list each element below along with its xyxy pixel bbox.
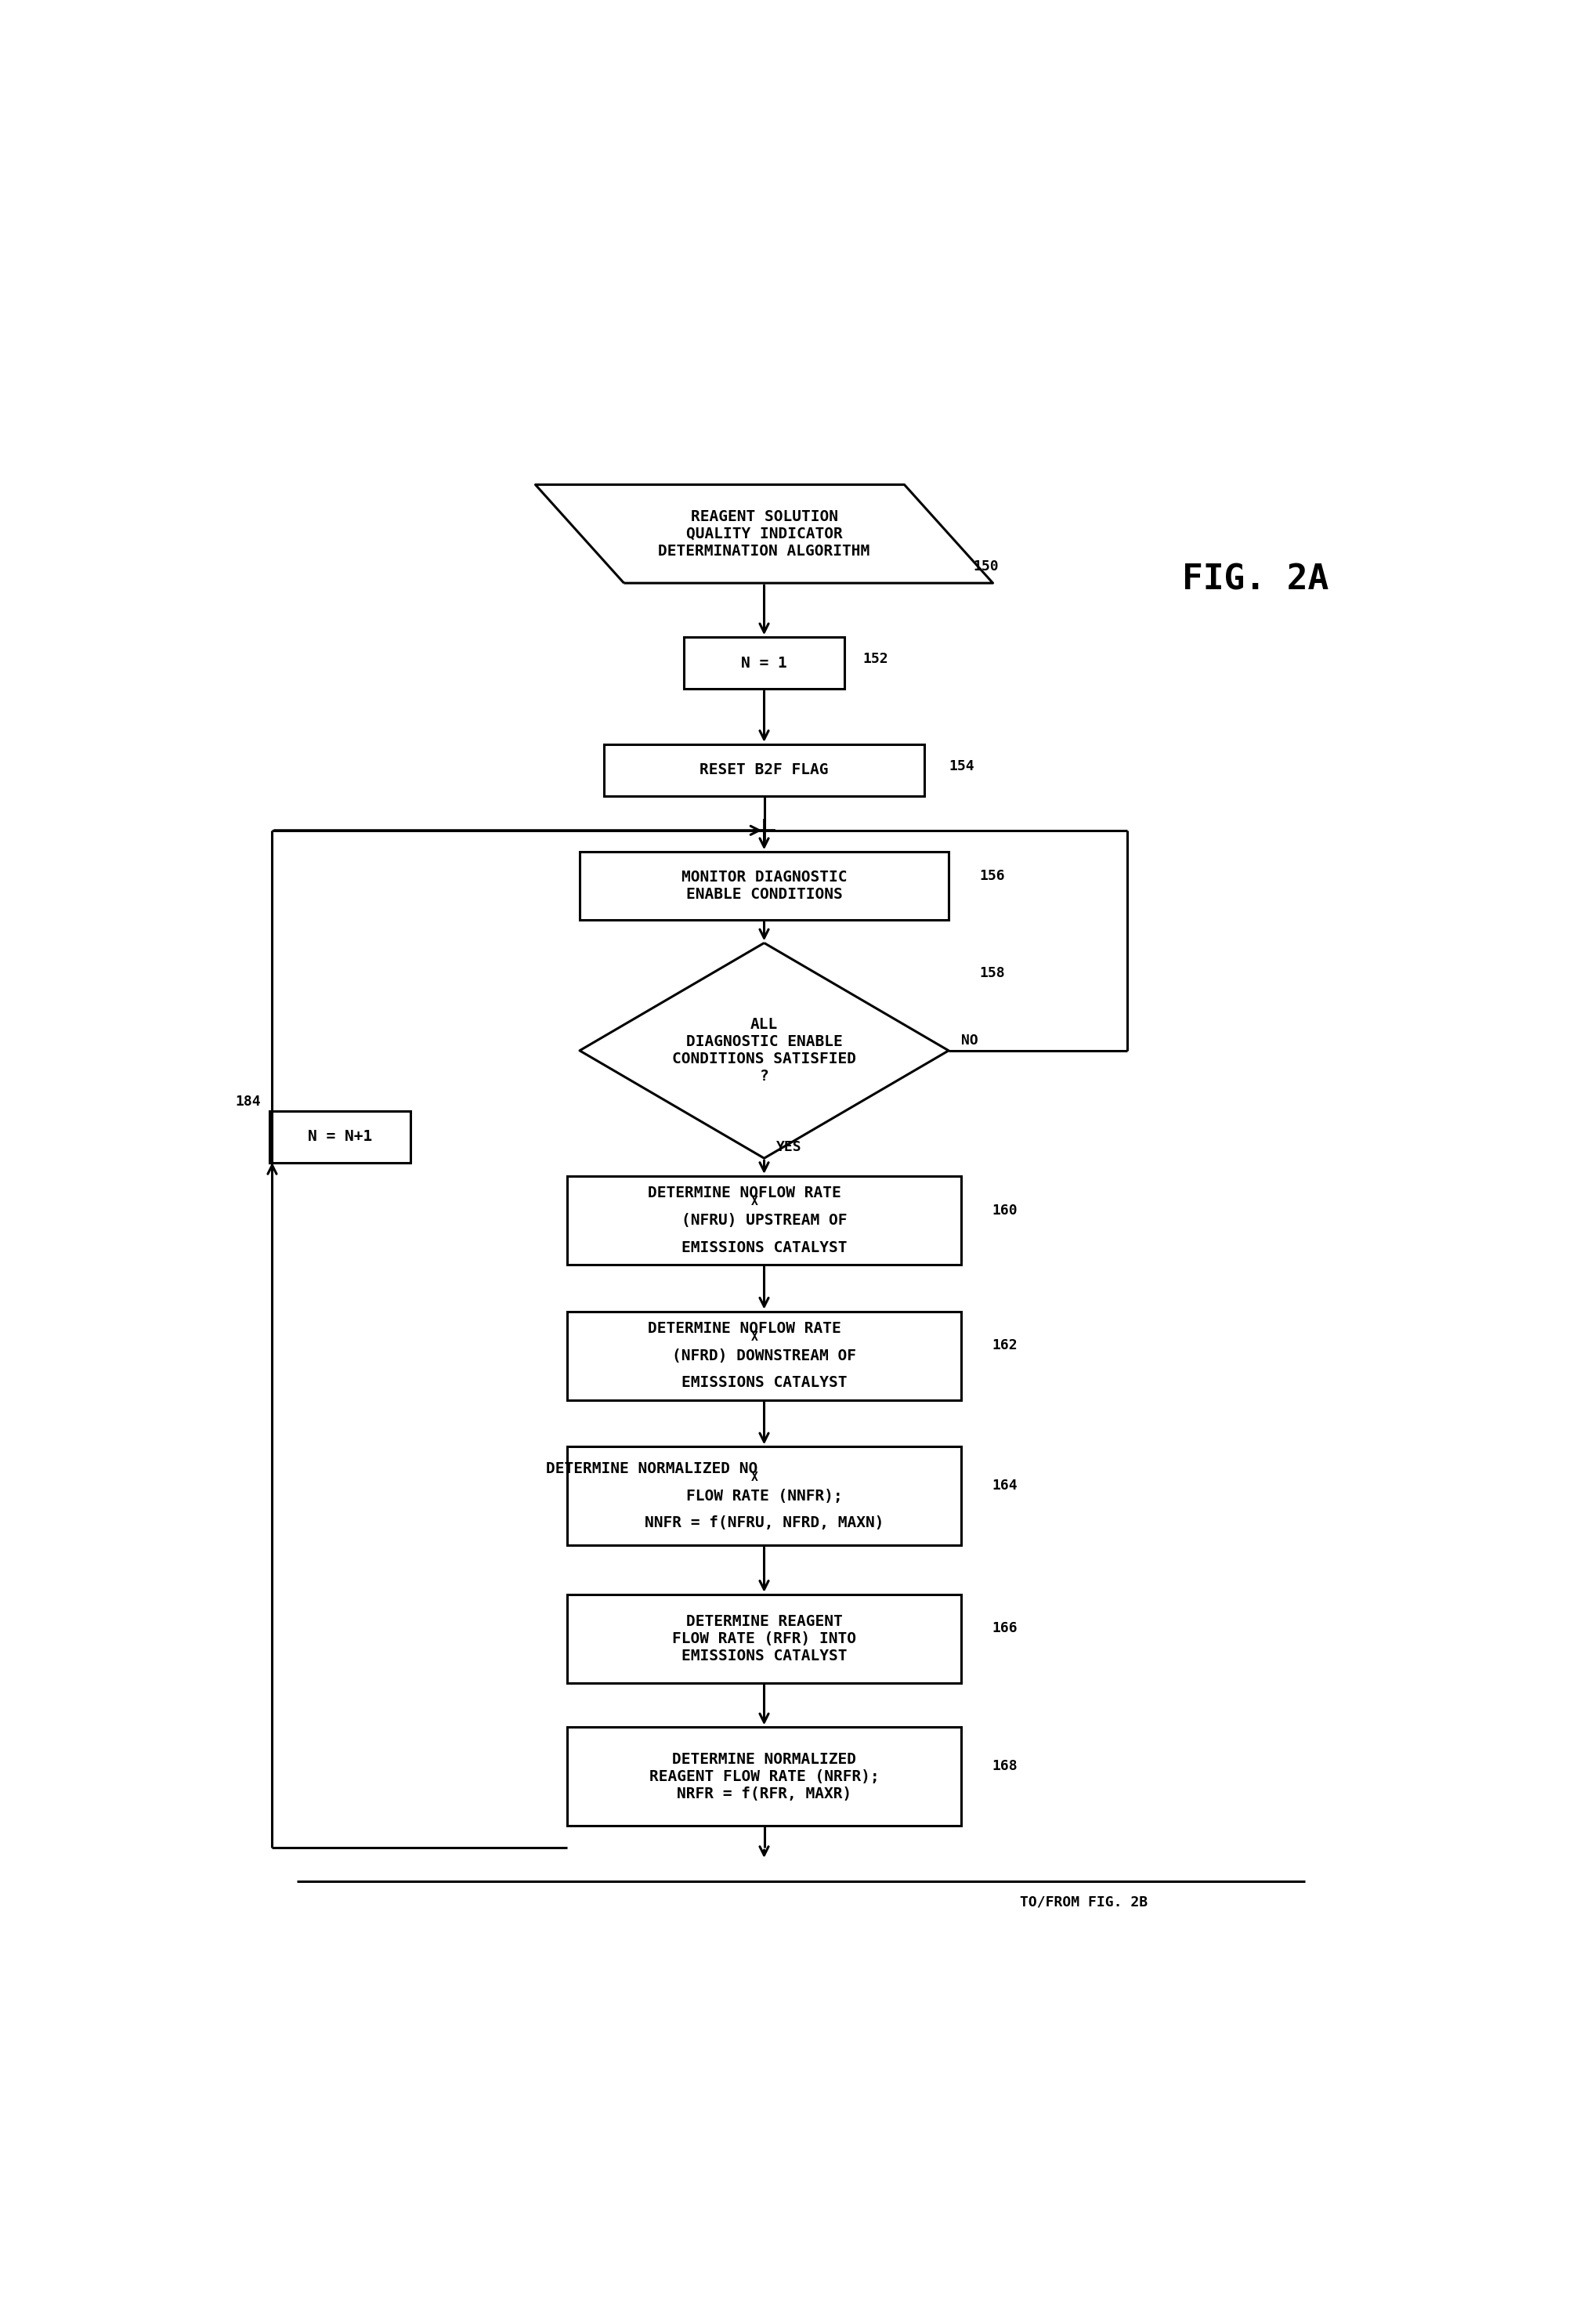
Text: FIG. 2A: FIG. 2A bbox=[1182, 562, 1328, 597]
Text: N = N+1: N = N+1 bbox=[308, 1129, 371, 1143]
Text: RESET B2F FLAG: RESET B2F FLAG bbox=[700, 762, 828, 779]
Text: MONITOR DIAGNOSTIC
ENABLE CONDITIONS: MONITOR DIAGNOSTIC ENABLE CONDITIONS bbox=[681, 869, 847, 902]
Text: DETERMINE NO: DETERMINE NO bbox=[709, 1185, 819, 1202]
Text: (NFRD) DOWNSTREAM OF: (NFRD) DOWNSTREAM OF bbox=[673, 1348, 855, 1364]
Text: 160: 160 bbox=[992, 1204, 1017, 1218]
Text: 150: 150 bbox=[973, 560, 998, 574]
Bar bbox=[568, 1311, 962, 1399]
Text: DETERMINE NORMALIZED NO: DETERMINE NORMALIZED NO bbox=[546, 1462, 759, 1476]
Text: 168: 168 bbox=[992, 1759, 1017, 1773]
Text: FLOW RATE: FLOW RATE bbox=[759, 1320, 841, 1336]
Text: 162: 162 bbox=[992, 1339, 1017, 1353]
Text: DETERMINE NO: DETERMINE NO bbox=[647, 1185, 759, 1202]
Text: FLOW RATE: FLOW RATE bbox=[759, 1185, 841, 1202]
Text: REAGENT SOLUTION
QUALITY INDICATOR
DETERMINATION ALGORITHM: REAGENT SOLUTION QUALITY INDICATOR DETER… bbox=[659, 509, 870, 558]
Text: 166: 166 bbox=[992, 1622, 1017, 1636]
Text: NO: NO bbox=[962, 1034, 978, 1048]
Text: X: X bbox=[751, 1471, 759, 1483]
Bar bbox=[568, 1448, 962, 1545]
Bar bbox=[270, 1111, 411, 1162]
Text: 154: 154 bbox=[949, 760, 974, 774]
Bar bbox=[684, 637, 844, 688]
Text: TO/FROM FIG. 2B: TO/FROM FIG. 2B bbox=[1020, 1894, 1147, 1908]
Text: 158: 158 bbox=[979, 967, 1005, 981]
Text: EMISSIONS CATALYST: EMISSIONS CATALYST bbox=[681, 1376, 847, 1390]
Bar bbox=[605, 744, 924, 795]
Text: DETERMINE NO: DETERMINE NO bbox=[709, 1320, 819, 1336]
Text: NNFR = f(NFRU, NFRD, MAXN): NNFR = f(NFRU, NFRD, MAXN) bbox=[644, 1515, 884, 1532]
Text: X: X bbox=[751, 1197, 759, 1208]
Text: 164: 164 bbox=[992, 1478, 1017, 1492]
Bar bbox=[579, 853, 949, 920]
Text: DETERMINE NO: DETERMINE NO bbox=[647, 1320, 759, 1336]
Text: X: X bbox=[751, 1332, 759, 1343]
Text: 156: 156 bbox=[979, 869, 1005, 883]
Text: (NFRU) UPSTREAM OF: (NFRU) UPSTREAM OF bbox=[681, 1213, 847, 1227]
Text: DETERMINE NORMALIZED
REAGENT FLOW RATE (NRFR);
NRFR = f(RFR, MAXR): DETERMINE NORMALIZED REAGENT FLOW RATE (… bbox=[649, 1752, 879, 1801]
Text: N = 1: N = 1 bbox=[741, 655, 787, 672]
Text: YES: YES bbox=[776, 1139, 801, 1155]
Text: DETERMINE REAGENT
FLOW RATE (RFR) INTO
EMISSIONS CATALYST: DETERMINE REAGENT FLOW RATE (RFR) INTO E… bbox=[673, 1613, 855, 1664]
Text: ALL
DIAGNOSTIC ENABLE
CONDITIONS SATISFIED
?: ALL DIAGNOSTIC ENABLE CONDITIONS SATISFI… bbox=[673, 1018, 855, 1083]
Bar bbox=[568, 1727, 962, 1827]
Text: FLOW RATE (NNFR);: FLOW RATE (NNFR); bbox=[686, 1487, 843, 1504]
Bar bbox=[568, 1594, 962, 1683]
Text: 152: 152 bbox=[863, 653, 889, 667]
Text: EMISSIONS CATALYST: EMISSIONS CATALYST bbox=[681, 1241, 847, 1255]
Bar bbox=[568, 1176, 962, 1264]
Text: 184: 184 bbox=[235, 1095, 260, 1109]
Text: DETERMINE NORMALIZED NO: DETERMINE NORMALIZED NO bbox=[659, 1462, 870, 1476]
